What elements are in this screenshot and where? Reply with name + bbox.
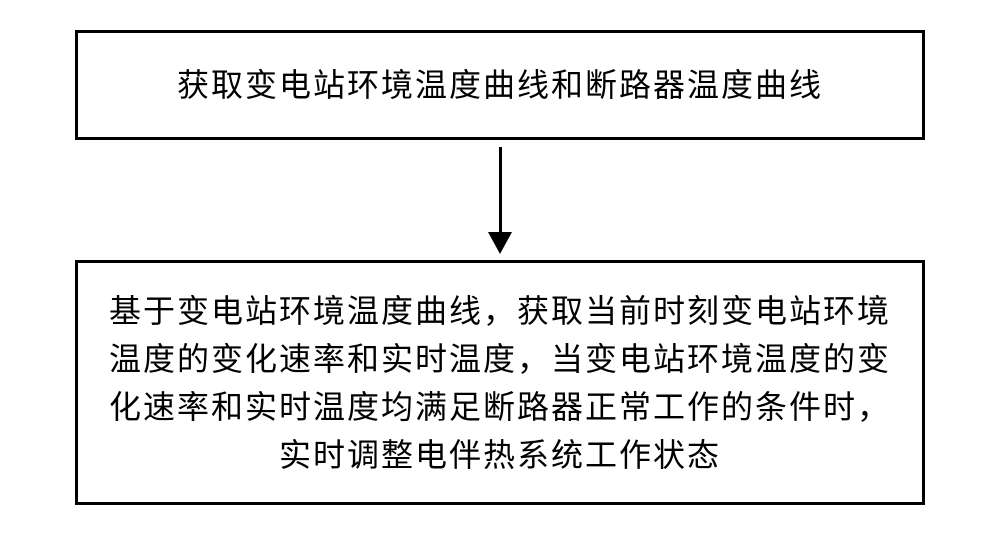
arrow-line: [499, 147, 502, 232]
flowchart-step-1: 获取变电站环境温度曲线和断路器温度曲线: [75, 30, 925, 140]
arrow-head-icon: [488, 232, 512, 254]
arrow-connector: [488, 140, 512, 260]
flowchart-container: 获取变电站环境温度曲线和断路器温度曲线 基于变电站环境温度曲线，获取当前时刻变电…: [75, 30, 925, 505]
step-1-text: 获取变电站环境温度曲线和断路器温度曲线: [177, 61, 823, 109]
flowchart-step-2: 基于变电站环境温度曲线，获取当前时刻变电站环境温度的变化速率和实时温度，当变电站…: [75, 260, 925, 505]
step-2-text: 基于变电站环境温度曲线，获取当前时刻变电站环境温度的变化速率和实时温度，当变电站…: [108, 287, 892, 479]
